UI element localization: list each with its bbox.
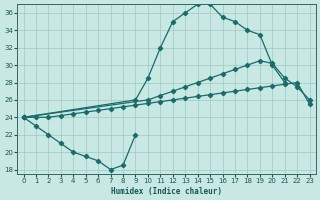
X-axis label: Humidex (Indice chaleur): Humidex (Indice chaleur) (111, 187, 222, 196)
